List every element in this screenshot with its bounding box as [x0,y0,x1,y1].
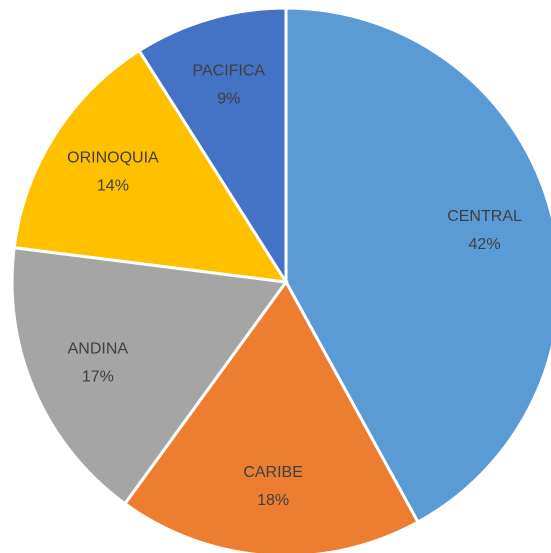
slice-value-label: 17% [82,369,114,386]
slice-label: PACIFICA [193,62,266,79]
pie-slice [284,6,551,525]
slice-label: ANDINA [68,341,129,358]
slice-value-label: 18% [257,492,289,509]
slice-value-label: 9% [217,90,240,107]
pie-slice [137,6,288,288]
slice-label: ORINOQUIA [67,149,159,166]
slice-label: CARIBE [243,464,303,481]
slice-value-label: 14% [97,177,129,194]
pie-slice [122,279,421,553]
slice-label: CENTRAL [447,208,522,225]
slice-value-label: 42% [469,236,501,253]
pie-slice [12,48,289,284]
pie-slice [10,245,289,506]
